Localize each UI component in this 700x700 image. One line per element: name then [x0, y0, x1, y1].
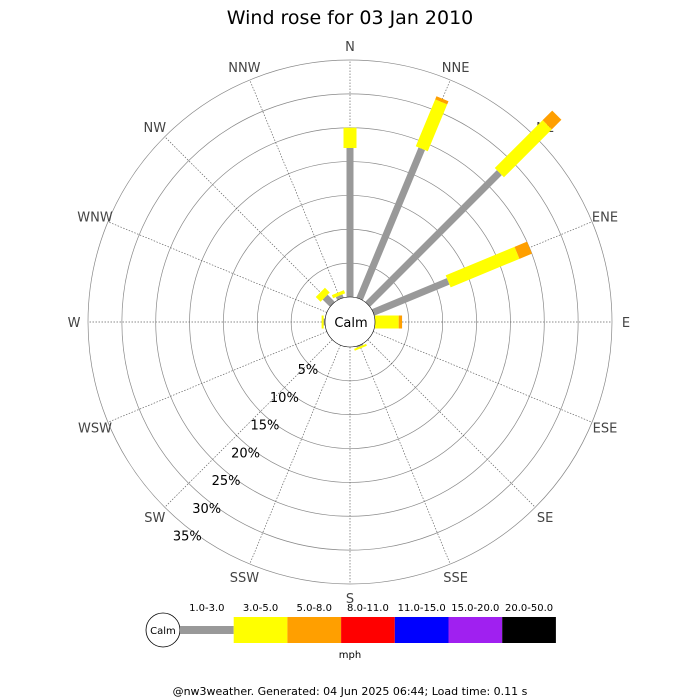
grid-spoke [249, 79, 341, 300]
grid-ring [121, 93, 579, 551]
grid-spoke [107, 221, 328, 313]
bar-nw-3.0-5.0 [315, 287, 330, 302]
grid-spoke [164, 136, 333, 305]
ring-label: 25% [212, 474, 241, 489]
grid-spoke [359, 344, 451, 565]
direction-label-ene: ENE [592, 210, 618, 225]
bar-nne-5.0-8.0 [435, 96, 449, 105]
ring-label: 30% [192, 502, 221, 517]
legend-swatch-20.0-50.0 [502, 617, 556, 643]
direction-label-ese: ESE [593, 422, 618, 437]
legend-swatch-3.0-5.0 [233, 617, 288, 643]
bar-ene-3.0-5.0 [445, 246, 520, 288]
legend-label-3.0-5.0: 3.0-5.0 [243, 603, 278, 614]
wind-bars [315, 96, 562, 351]
direction-label-nne: NNE [442, 61, 470, 76]
direction-label-w: W [68, 316, 81, 331]
direction-label-s: S [346, 592, 354, 607]
legend-swatch-1.0-3.0 [180, 626, 234, 634]
ring-label: 15% [250, 419, 279, 434]
grid-spoke [249, 344, 341, 565]
bar-ene-1.0-3.0 [371, 278, 450, 316]
ring-label: 20% [231, 446, 260, 461]
calm-label: Calm [334, 316, 367, 331]
bar-ne-3.0-5.0 [494, 120, 552, 178]
direction-label-n: N [345, 40, 355, 55]
bar-ene-5.0-8.0 [514, 241, 532, 259]
speed-legend: Calm 1.0-3.0 3.0-5.0 5.0-8.0 8.0-11.0 11.0-15… [145, 603, 556, 648]
direction-label-ssw: SSW [230, 571, 260, 586]
grid-spoke [367, 339, 536, 508]
legend-label-1.0-3.0: 1.0-3.0 [189, 603, 224, 614]
grid-spoke [107, 331, 328, 423]
calm-circle: Calm [324, 296, 376, 348]
legend-label-11.0-15.0: 11.0-15.0 [398, 603, 446, 614]
legend-label-20.0-50.0: 20.0-50.0 [505, 603, 553, 614]
direction-label-nnw: NNW [228, 61, 260, 76]
legend-calm-label: Calm [150, 626, 176, 637]
direction-label-wsw: WSW [78, 422, 112, 437]
bar-ne-1.0-3.0 [365, 170, 502, 307]
bar-sse-3.0-5.0 [354, 343, 367, 351]
ring-label: 5% [298, 363, 319, 378]
bar-nnw-3.0-5.0 [331, 290, 346, 299]
direction-label-se: SE [537, 511, 553, 526]
bar-ne-5.0-8.0 [542, 110, 562, 130]
legend-swatch-5.0-8.0 [287, 617, 342, 643]
grid-ring [87, 59, 613, 585]
direction-label-sse: SSE [443, 571, 468, 586]
speed-unit-label: mph [339, 650, 361, 661]
bar-nw-1.0-3.0 [322, 294, 335, 307]
legend-swatch-11.0-15.0 [394, 617, 449, 643]
ring-label: 10% [270, 391, 299, 406]
chart-title: Wind rose for 03 Jan 2010 [227, 7, 474, 29]
legend-swatch-15.0-20.0 [448, 617, 503, 643]
legend-label-8.0-11.0: 8.0-11.0 [347, 603, 389, 614]
legend-label-15.0-20.0: 15.0-20.0 [451, 603, 499, 614]
direction-label-nw: NW [144, 121, 167, 136]
direction-label-e: E [622, 316, 630, 331]
grid-spoke [164, 339, 333, 508]
direction-label-wnw: WNW [77, 210, 113, 225]
bar-nne-1.0-3.0 [356, 147, 425, 301]
legend-label-5.0-8.0: 5.0-8.0 [297, 603, 332, 614]
bar-nne-3.0-5.0 [415, 99, 448, 152]
footer-text: @nw3weather. Generated: 04 Jun 2025 06:4… [173, 685, 528, 698]
legend-swatch-8.0-11.0 [341, 617, 395, 643]
grid-spoke [372, 331, 593, 423]
bar-nnw-1.0-3.0 [335, 294, 344, 301]
calm-circle-shape [324, 296, 376, 348]
ring-label: 35% [173, 530, 202, 545]
direction-label-sw: SW [144, 511, 165, 526]
ring-percent-labels: 5% 10% 15% 20% 25% 30% 35% [173, 363, 318, 544]
